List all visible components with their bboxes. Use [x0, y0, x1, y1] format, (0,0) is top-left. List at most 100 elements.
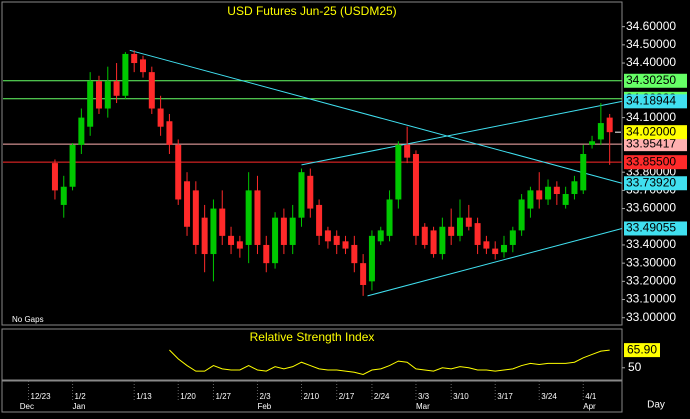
candle-body — [201, 217, 208, 255]
last-label: 34.02000 — [626, 124, 676, 138]
candle-body — [395, 144, 402, 200]
x-tick-label: 2/3 — [259, 392, 271, 401]
candle-body — [148, 72, 155, 109]
candle-body — [597, 123, 604, 140]
x-tick-label: 4/1 — [585, 392, 597, 401]
x-tick-label: 2/17 — [339, 392, 355, 401]
candle-body — [580, 153, 587, 191]
rsi-title: Relative Strength Index — [250, 330, 375, 344]
candle-body — [219, 208, 226, 236]
y-tick-label: 34.50000 — [626, 37, 676, 51]
candle-body — [316, 204, 323, 236]
candle-body — [324, 230, 331, 242]
rsi-frame — [1, 328, 623, 381]
candle-body — [509, 230, 516, 245]
y-tick-label: 33.10000 — [626, 292, 676, 306]
candle-body — [553, 186, 560, 195]
candle-body — [78, 117, 85, 145]
candle-body — [307, 175, 314, 209]
candle-body — [474, 223, 481, 245]
level-label-bg — [624, 137, 687, 152]
candle-body — [360, 263, 367, 285]
candle-body — [527, 190, 534, 209]
chart-title: USD Futures Jun-25 (USDM25) — [227, 4, 396, 18]
candle-body — [69, 144, 76, 187]
trendline — [129, 49, 623, 184]
level-label-bg — [624, 155, 687, 170]
candle-body — [210, 208, 217, 255]
candle-body — [430, 230, 437, 255]
candle-body — [113, 81, 120, 96]
candle-body — [254, 190, 261, 245]
candle-body — [545, 186, 552, 200]
candle-body — [140, 59, 147, 73]
candle-body — [342, 241, 349, 249]
candle-body — [589, 141, 596, 145]
candle-body — [386, 199, 393, 236]
x-tick-label: 3/3 — [418, 392, 430, 401]
month-label: Jan — [73, 402, 86, 411]
candle-body — [175, 144, 182, 200]
month-label: Dec — [20, 402, 34, 411]
candle-body — [368, 235, 375, 282]
candle-body — [166, 121, 173, 145]
price-frame — [1, 1, 623, 326]
candle-body — [263, 244, 270, 264]
y-tick-label: 50 — [628, 360, 642, 374]
candle-body — [439, 226, 446, 255]
x-tick-label: 1/13 — [136, 392, 152, 401]
level-label: 34.30250 — [626, 73, 676, 87]
y-tick-label: 33.20000 — [626, 274, 676, 288]
y-tick-label: 34.10000 — [626, 110, 676, 124]
trendline-label: 33.73920 — [626, 175, 676, 189]
candle-body — [60, 186, 67, 205]
month-label: Apr — [583, 402, 596, 411]
level-label: 33.95417 — [626, 136, 676, 150]
month-label: Mar — [416, 402, 430, 411]
candle-body — [131, 53, 138, 64]
x-tick-label: 2/24 — [374, 392, 390, 401]
candle-body — [421, 226, 428, 245]
date-axis-frame — [1, 380, 623, 413]
y-tick-label: 33.30000 — [626, 255, 676, 269]
candle-body — [492, 248, 499, 255]
candle-body — [571, 181, 578, 195]
month-label: Feb — [257, 402, 271, 411]
candle-body — [236, 241, 243, 249]
x-tick-label: 3/17 — [497, 392, 513, 401]
candle-body — [122, 53, 129, 96]
candle-body — [351, 244, 358, 264]
y-tick-label: 34.40000 — [626, 55, 676, 69]
trendline-label: 34.18944 — [626, 94, 676, 108]
trendline-label: 33.49055 — [626, 221, 676, 235]
last-label-bg — [624, 125, 687, 140]
rsi-last-bg — [624, 343, 660, 358]
candle-body — [192, 190, 199, 245]
y-tick-label: 34.60000 — [626, 19, 676, 33]
candle-body — [289, 217, 296, 245]
y-tick-label: 33.40000 — [626, 237, 676, 251]
rsi-line — [169, 349, 610, 375]
candle-body — [606, 117, 613, 133]
candle-body — [87, 81, 94, 127]
candle-body — [245, 190, 252, 245]
x-tick-label: 1/20 — [180, 392, 196, 401]
candle-body — [228, 235, 235, 245]
candle-body — [456, 217, 463, 236]
trendline — [367, 227, 623, 297]
candle-body — [562, 194, 569, 205]
note: No Gaps — [12, 315, 44, 324]
level-label-bg — [624, 73, 687, 88]
candle-body — [465, 217, 472, 227]
x-tick-label: 3/24 — [541, 392, 557, 401]
candle-body — [51, 163, 58, 191]
x-axis-label: Day — [647, 400, 665, 411]
candle-body — [104, 81, 111, 109]
candle-body — [448, 226, 455, 236]
y-tick-label: 33.60000 — [626, 201, 676, 215]
candle-body — [184, 181, 191, 227]
trendline-label-bg — [624, 176, 687, 191]
candle-body — [272, 217, 279, 264]
candle-body — [483, 241, 490, 249]
